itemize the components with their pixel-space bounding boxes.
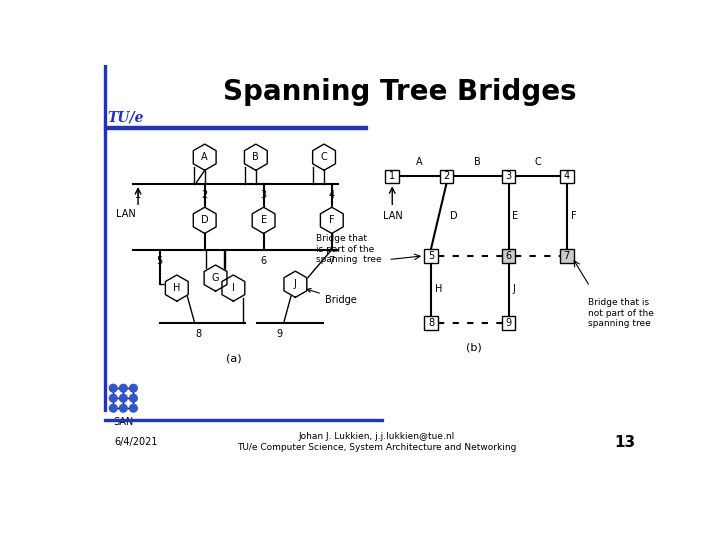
Polygon shape <box>193 207 216 233</box>
Bar <box>385 170 399 184</box>
Text: 6: 6 <box>505 251 512 261</box>
Text: Bridge: Bridge <box>307 288 356 305</box>
Text: 1: 1 <box>135 190 141 200</box>
Circle shape <box>109 384 117 392</box>
Text: A: A <box>416 157 423 167</box>
Text: A: A <box>202 152 208 162</box>
Text: H: H <box>173 283 181 293</box>
Text: C: C <box>320 152 328 162</box>
Text: 3: 3 <box>261 190 266 200</box>
Polygon shape <box>166 275 188 301</box>
Polygon shape <box>204 265 227 291</box>
Text: 8: 8 <box>428 318 434 328</box>
Polygon shape <box>320 207 343 233</box>
Bar <box>502 316 516 330</box>
Text: (b): (b) <box>466 342 482 352</box>
Circle shape <box>120 404 127 412</box>
Text: Bridge that is
not part of the
spanning tree: Bridge that is not part of the spanning … <box>588 298 654 328</box>
Text: 1: 1 <box>390 172 395 181</box>
Text: (a): (a) <box>225 354 241 363</box>
Bar <box>439 170 454 184</box>
Polygon shape <box>284 271 307 298</box>
Text: 2: 2 <box>444 172 449 181</box>
Polygon shape <box>222 275 245 301</box>
Bar <box>559 170 574 184</box>
Text: 9: 9 <box>276 329 283 339</box>
Text: LAN: LAN <box>383 211 402 221</box>
Text: C: C <box>534 157 541 167</box>
Bar <box>104 126 367 129</box>
Text: 13: 13 <box>614 435 635 450</box>
Text: J: J <box>513 284 516 294</box>
Bar <box>424 316 438 330</box>
Bar <box>104 65 107 411</box>
Text: G: G <box>212 273 220 283</box>
Text: D: D <box>201 215 209 225</box>
Bar <box>104 419 383 421</box>
Circle shape <box>120 384 127 392</box>
Text: B: B <box>253 152 259 162</box>
Text: D: D <box>451 211 458 221</box>
Text: 8: 8 <box>195 329 202 339</box>
Text: H: H <box>435 284 442 294</box>
Bar <box>559 249 574 262</box>
Text: F: F <box>329 215 335 225</box>
Polygon shape <box>193 144 216 170</box>
Text: 6: 6 <box>261 256 266 266</box>
Text: TU/e: TU/e <box>107 111 143 125</box>
Text: E: E <box>261 215 266 225</box>
Text: SAN: SAN <box>113 417 133 428</box>
Text: Johan J. Lukkien, j.j.lukkien@tue.nl: Johan J. Lukkien, j.j.lukkien@tue.nl <box>299 432 455 441</box>
Text: 2: 2 <box>202 190 208 200</box>
Text: E: E <box>513 211 518 221</box>
Text: 9: 9 <box>505 318 512 328</box>
Polygon shape <box>252 207 275 233</box>
Text: I: I <box>232 283 235 293</box>
Circle shape <box>130 404 138 412</box>
Circle shape <box>109 394 117 402</box>
Text: 4: 4 <box>329 190 335 200</box>
Text: LAN: LAN <box>117 209 136 219</box>
Text: 5: 5 <box>428 251 434 261</box>
Bar <box>502 249 516 262</box>
Text: J: J <box>294 279 297 289</box>
Text: 5: 5 <box>157 256 163 266</box>
Polygon shape <box>312 144 336 170</box>
Circle shape <box>130 384 138 392</box>
Text: 7: 7 <box>328 256 335 266</box>
Circle shape <box>109 404 117 412</box>
Text: 4: 4 <box>564 172 570 181</box>
Text: 7: 7 <box>564 251 570 261</box>
Text: 6/4/2021: 6/4/2021 <box>114 437 158 447</box>
Circle shape <box>120 394 127 402</box>
Circle shape <box>130 394 138 402</box>
Text: B: B <box>474 157 481 167</box>
Polygon shape <box>245 144 267 170</box>
Text: Spanning Tree Bridges: Spanning Tree Bridges <box>223 78 577 106</box>
Text: Bridge that
is part of the
spanning  tree: Bridge that is part of the spanning tree <box>316 234 382 264</box>
Text: 3: 3 <box>505 172 512 181</box>
Text: F: F <box>570 211 576 221</box>
Bar <box>502 170 516 184</box>
Bar <box>424 249 438 262</box>
Text: TU/e Computer Science, System Architecture and Networking: TU/e Computer Science, System Architectu… <box>237 443 516 452</box>
